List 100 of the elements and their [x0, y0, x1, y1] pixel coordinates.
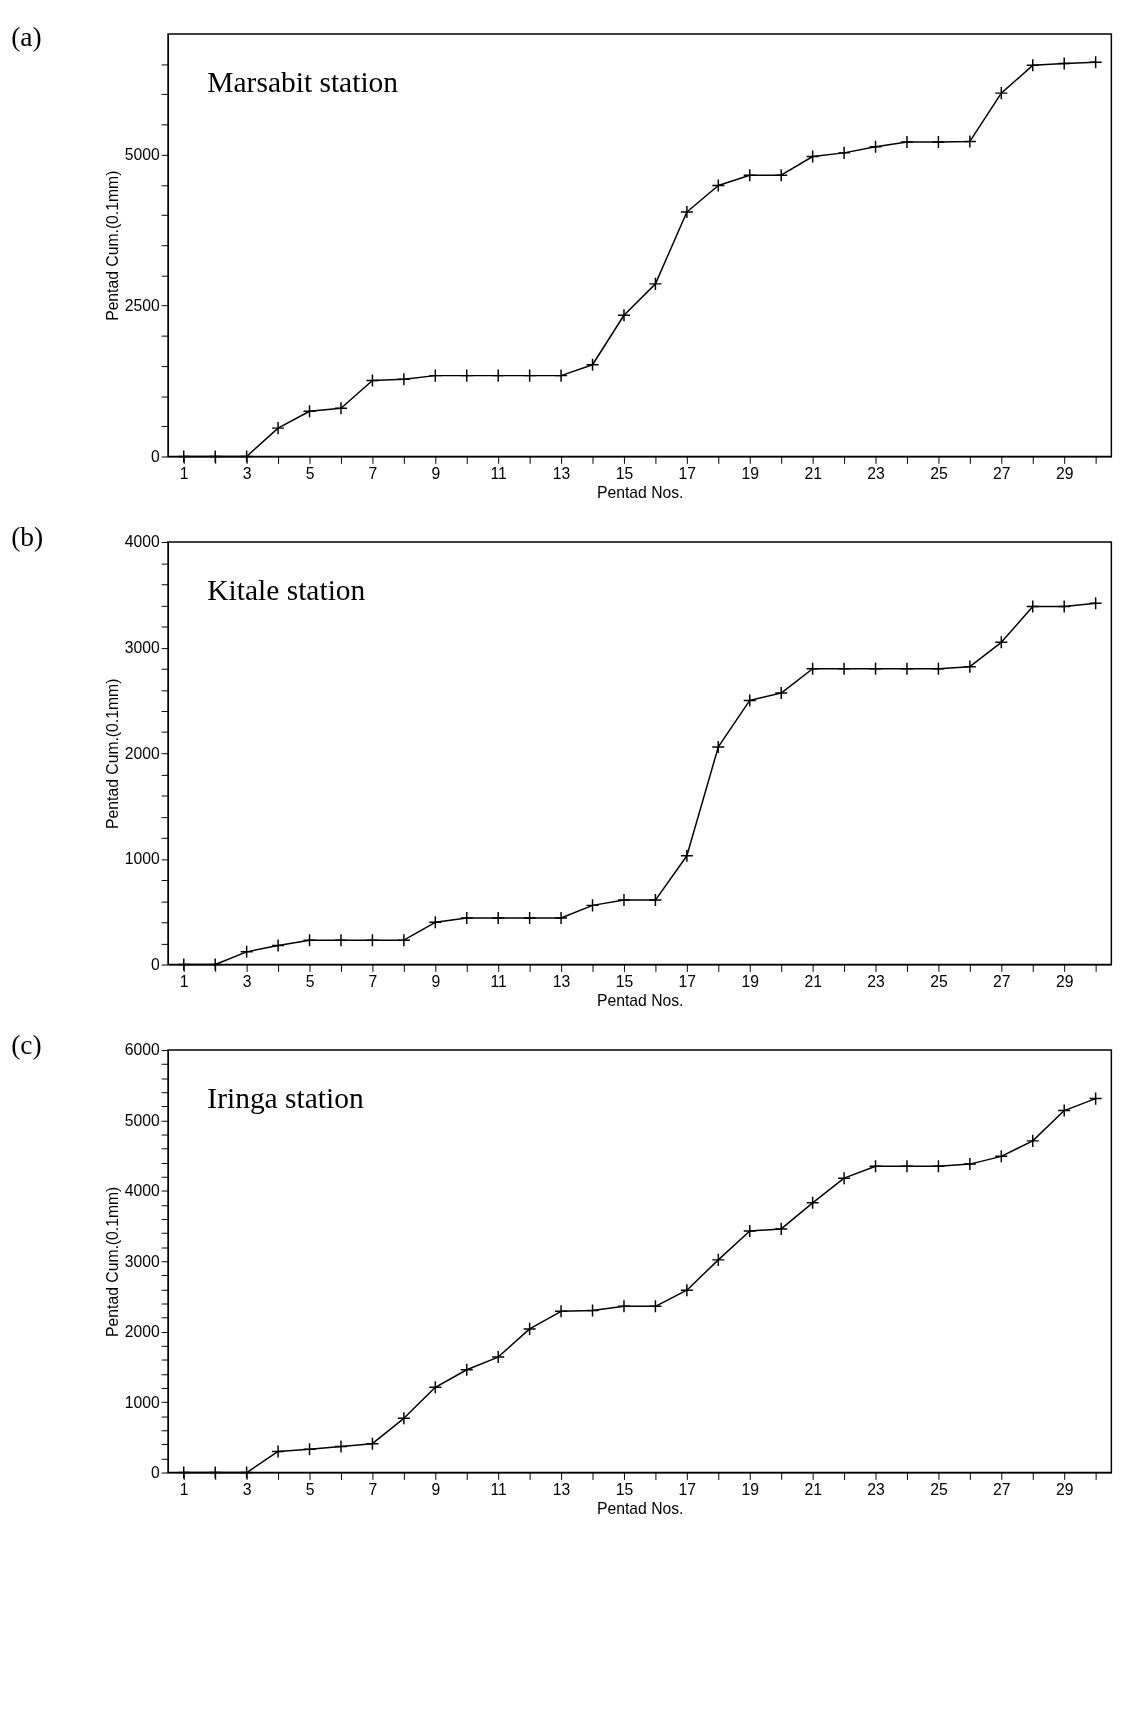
point — [522, 1322, 537, 1336]
point — [1057, 599, 1071, 614]
point — [554, 911, 568, 925]
x-tick-label: 11 — [490, 1480, 507, 1498]
point — [365, 1436, 380, 1451]
x-tick-label: 11 — [490, 464, 507, 482]
x-tick-label: 13 — [552, 464, 571, 482]
point — [743, 693, 757, 708]
y-tick-label: 5000 — [124, 1111, 160, 1129]
point — [1088, 596, 1103, 611]
x-axis-title: Pentad Nos. — [596, 992, 684, 1010]
point — [868, 1159, 883, 1173]
point — [239, 1465, 254, 1480]
point — [1057, 1103, 1071, 1118]
x-tick-label: 5 — [305, 1480, 315, 1498]
point — [805, 1196, 820, 1210]
point — [302, 933, 317, 947]
point — [334, 1439, 348, 1454]
point — [397, 372, 411, 386]
x-tick-label: 3 — [242, 1480, 252, 1498]
x-tick-label: 9 — [431, 464, 441, 482]
x-tick-label: 5 — [305, 464, 315, 482]
x-tick-label: 27 — [993, 1480, 1011, 1498]
point — [239, 945, 254, 959]
point — [617, 893, 631, 907]
x-axis-title: Pentad Nos. — [596, 1500, 684, 1518]
x-tick-label: 17 — [678, 972, 697, 990]
point — [837, 146, 851, 160]
point — [177, 1465, 191, 1480]
point — [931, 662, 946, 676]
x-tick-label: 29 — [1055, 464, 1074, 482]
x-tick-label: 19 — [741, 464, 759, 482]
point — [491, 911, 505, 925]
x-tick-label: 1 — [179, 464, 189, 482]
point — [648, 277, 663, 291]
point — [271, 1444, 285, 1459]
y-tick-label: 2000 — [124, 744, 160, 762]
x-tick-label: 27 — [993, 464, 1011, 482]
point — [994, 1149, 1009, 1164]
point — [774, 168, 788, 182]
y-axis-title: Pentad Cum.(0.1mm) — [103, 678, 121, 829]
point — [428, 915, 443, 930]
point — [931, 1159, 946, 1173]
point — [1088, 1091, 1103, 1106]
x-tick-label: 25 — [930, 972, 948, 990]
x-tick-label: 21 — [804, 972, 822, 990]
x-axis-title: Pentad Nos. — [596, 484, 684, 502]
point — [805, 662, 820, 676]
x-tick-label: 3 — [242, 972, 252, 990]
point — [397, 1411, 411, 1426]
point — [428, 368, 443, 383]
point — [1026, 599, 1040, 614]
point — [1026, 1134, 1040, 1148]
x-tick-label: 7 — [368, 972, 378, 990]
point — [239, 449, 254, 464]
y-tick-label: 5000 — [124, 146, 160, 164]
point — [963, 1157, 977, 1171]
y-tick-label: 4000 — [124, 1182, 160, 1200]
y-tick-label: 1000 — [124, 1393, 160, 1411]
x-tick-label: 15 — [615, 464, 634, 482]
point — [1026, 58, 1040, 73]
point — [208, 1465, 222, 1480]
point — [711, 1253, 726, 1267]
y-tick-label: 3000 — [124, 639, 160, 657]
x-tick-label: 13 — [552, 1480, 571, 1498]
point — [680, 848, 694, 863]
point — [963, 659, 977, 674]
point — [177, 957, 191, 972]
x-tick-label: 25 — [930, 1480, 948, 1498]
x-tick-label: 7 — [368, 464, 378, 482]
x-tick-label: 21 — [804, 464, 822, 482]
x-tick-label: 25 — [930, 464, 948, 482]
point — [522, 911, 537, 925]
text: Iringa station — [207, 1081, 364, 1114]
point — [994, 86, 1009, 100]
point — [648, 1299, 663, 1314]
point — [271, 938, 285, 953]
x-tick-label: 23 — [867, 1480, 886, 1498]
x-tick-label: 5 — [305, 972, 315, 990]
x-tick-label: 19 — [741, 1480, 759, 1498]
point — [680, 205, 694, 219]
x-tick-label: 21 — [804, 1480, 822, 1498]
point — [805, 149, 820, 164]
y-tick-label: 1000 — [124, 850, 160, 868]
point — [554, 1304, 568, 1319]
x-tick-label: 17 — [678, 464, 697, 482]
point — [585, 898, 600, 913]
point — [302, 404, 317, 418]
text: Marsabit station — [207, 65, 399, 98]
x-tick-label: 29 — [1055, 1480, 1074, 1498]
point — [774, 686, 788, 700]
text: (a) — [11, 20, 42, 52]
point — [868, 662, 883, 676]
point — [711, 740, 726, 754]
y-tick-label: 3000 — [124, 1252, 160, 1270]
x-tick-label: 9 — [431, 972, 441, 990]
point — [208, 957, 222, 972]
point — [648, 893, 663, 907]
x-tick-label: 1 — [179, 972, 189, 990]
point — [554, 368, 568, 383]
